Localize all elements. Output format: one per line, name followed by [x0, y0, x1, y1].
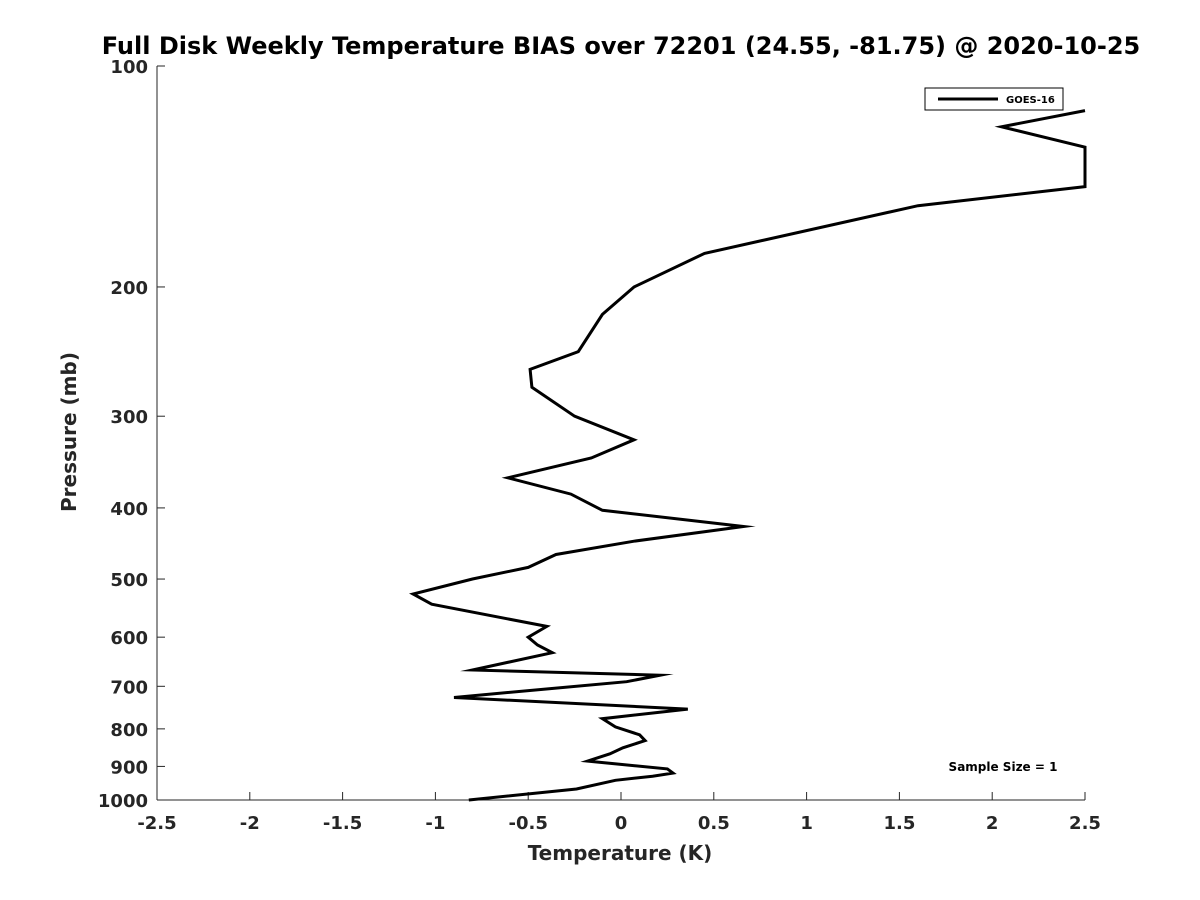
y-tick-label: 200	[110, 278, 148, 299]
x-tick-label: -0.5	[509, 813, 548, 834]
chart-title: Full Disk Weekly Temperature BIAS over 7…	[102, 32, 1141, 60]
series-line-goes-16	[409, 109, 1087, 802]
y-tick-label: 900	[110, 757, 148, 778]
legend: GOES-16	[924, 87, 1064, 111]
x-tick-label: -1.5	[323, 813, 362, 834]
x-tick-label: 1.5	[883, 813, 915, 834]
y-tick-label: 100	[110, 57, 148, 78]
y-tick-label: 1000	[98, 791, 148, 812]
x-tick-label: 0	[615, 813, 628, 834]
x-tick-label: 1	[800, 813, 813, 834]
legend-entry-label: GOES-16	[1006, 95, 1055, 106]
y-axis-label: Pressure (mb)	[57, 352, 81, 512]
x-tick-label: -2.5	[137, 813, 176, 834]
x-tick-label: -1	[425, 813, 445, 834]
x-tick-label: 0.5	[698, 813, 730, 834]
y-tick-label: 800	[110, 720, 148, 741]
plot-area: -2.5 -2 -1.5 -1 -0.5 0 0.5 1 1.5 2 2.5 100 200 300 400…	[98, 57, 1101, 834]
x-tick-label: 2	[986, 813, 999, 834]
y-tick-label: 600	[110, 628, 148, 649]
y-tick-label: 500	[110, 570, 148, 591]
x-tick-label: -2	[240, 813, 260, 834]
y-tick-label: 300	[110, 407, 148, 428]
x-axis-label: Temperature (K)	[528, 841, 713, 865]
sample-size-annotation: Sample Size = 1	[949, 760, 1058, 774]
y-tick-label: 700	[110, 677, 148, 698]
y-tick-label: 400	[110, 499, 148, 520]
x-tick-label: 2.5	[1069, 813, 1101, 834]
